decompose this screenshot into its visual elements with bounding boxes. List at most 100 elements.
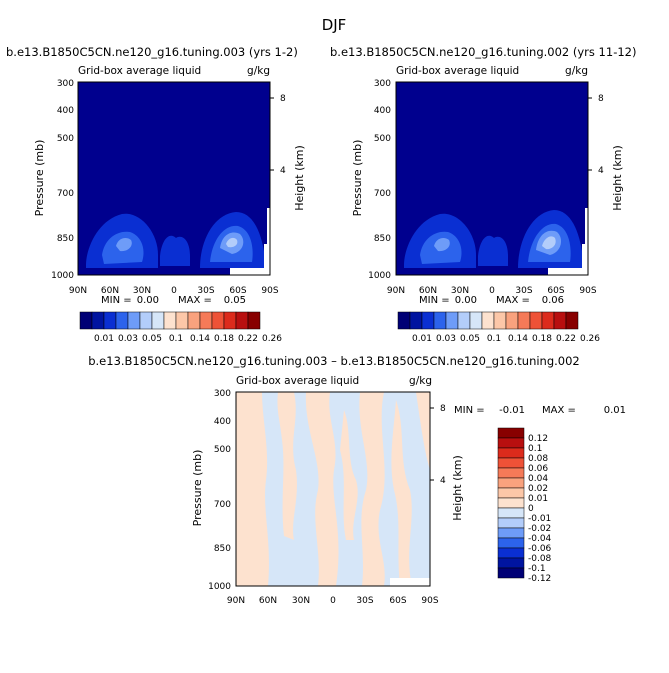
panel-3-colorbar-label-0: 0 [528, 504, 534, 514]
panel-1-colorbar-swatch-2 [91, 311, 105, 330]
panel-2: b.e13.B1850C5CN.ne120_g16.tuning.002 (yr… [330, 45, 636, 344]
panel-1-colorbar-label-0.1: 0.1 [169, 334, 183, 344]
panel-2-colorbar-swatch-12 [529, 311, 543, 330]
panel-2-xtick-0: 0 [489, 286, 495, 296]
panel-3-colorbar-swatch-3 [497, 447, 525, 459]
panel-1: b.e13.B1850C5CN.ne120_g16.tuning.003 (yr… [6, 45, 306, 344]
panel-2-colorbar-swatch-5 [445, 311, 459, 330]
panel-1-ytick-500: 500 [57, 134, 74, 144]
panel-1-ytick-400: 400 [57, 106, 74, 116]
panel-3-colorbar-swatch-2 [497, 437, 525, 449]
panel-1-max-label: MAX = [178, 295, 212, 306]
panel-2-min-value: 0.00 [455, 295, 477, 306]
panel-2-xtick-60s: 60S [547, 286, 564, 296]
panel-3-xtick-30s: 30S [356, 596, 373, 606]
panel-1-units: g/kg [247, 65, 270, 77]
panel-2-colorbar-label-0.1: 0.1 [487, 334, 501, 344]
panel-2-colorbar-label-0.22: 0.22 [556, 334, 576, 344]
panel-2-xtick-90s: 90S [579, 286, 596, 296]
panel-2-ylabel-right: Height (km) [611, 145, 624, 211]
panel-1-contour-level1-equator [160, 235, 190, 266]
panel-2-height-label-8: 8 [598, 94, 604, 104]
panel-1-ylabel: Pressure (mb) [33, 140, 46, 217]
panel-2-contour-level4-east [542, 236, 556, 250]
panel-3-colorbar-label-neg0.01: -0.01 [528, 514, 551, 524]
panel-1-colorbar-label-0.22: 0.22 [238, 334, 258, 344]
panel-3-min-label: MIN = [454, 405, 485, 416]
panel-2-colorbar-swatch-4 [433, 311, 447, 330]
panel-1-colorbar-swatch-10 [187, 311, 201, 330]
panel-3-units: g/kg [409, 375, 432, 387]
panel-3-colorbar-label-0.04: 0.04 [528, 474, 548, 484]
panel-3-ylabel: Pressure (mb) [191, 450, 204, 527]
panel-3-xtick-0: 0 [330, 596, 336, 606]
panel-2-ytick-850: 850 [374, 234, 391, 244]
panel-2-colorbar-swatch-9 [493, 311, 507, 330]
panel-1-colorbar-swatch-5 [127, 311, 141, 330]
panel-1-colorbar [79, 311, 261, 330]
panel-3-colorbar-swatch-14 [497, 557, 525, 569]
panel-3-max-value: 0.01 [604, 405, 626, 416]
panel-3-colorbar-swatch-5 [497, 467, 525, 479]
panel-1-colorbar-swatch-8 [163, 311, 177, 330]
panel-3: b.e13.B1850C5CN.ne120_g16.tuning.003 – b… [88, 354, 626, 606]
panel-2-colorbar-swatch-6 [457, 311, 471, 330]
panel-1-ytick-300: 300 [57, 79, 74, 89]
panel-1-max-value: 0.05 [224, 295, 246, 306]
panel-1-colorbar-label-0.14: 0.14 [190, 334, 210, 344]
panel-2-title: b.e13.B1850C5CN.ne120_g16.tuning.002 (yr… [330, 45, 636, 59]
panel-1-xtick-60n: 60N [101, 286, 119, 296]
panel-3-xtick-60n: 60N [259, 596, 277, 606]
panel-3-positive-region-2 [305, 392, 339, 586]
panel-3-colorbar-label-0.1: 0.1 [528, 444, 542, 454]
panel-3-colorbar-label-neg0.02: -0.02 [528, 524, 551, 534]
panel-1-colorbar-label-0.26: 0.26 [262, 334, 282, 344]
panel-3-colorbar-label-neg0.06: -0.06 [528, 544, 552, 554]
panel-1-xtick-0: 0 [171, 286, 177, 296]
panel-2-colorbar-label-0.05: 0.05 [460, 334, 480, 344]
panel-2-contour-level3-west [434, 238, 450, 252]
panel-3-positive-region-1 [277, 392, 297, 540]
panel-1-xtick-90s: 90S [261, 286, 278, 296]
panel-2-colorbar-swatch-2 [409, 311, 423, 330]
panel-3-positive-region-5 [391, 400, 412, 586]
panel-3-min-value: -0.01 [499, 405, 525, 416]
panel-2-ytick-300: 300 [374, 79, 391, 89]
panel-2-colorbar-swatch-7 [469, 311, 483, 330]
panel-2-colorbar-label-0.01: 0.01 [412, 334, 432, 344]
panel-1-min-value: 0.00 [137, 295, 159, 306]
panel-2-colorbar-swatch-13 [541, 311, 555, 330]
panel-1-colorbar-swatch-4 [115, 311, 129, 330]
panel-3-colorbar-label-0.12: 0.12 [528, 434, 548, 444]
panel-1-height-label-4: 4 [280, 166, 286, 176]
panel-3-ytick-300: 300 [214, 389, 231, 399]
panel-3-colorbar-swatch-4 [497, 457, 525, 469]
panel-1-ytick-1000: 1000 [51, 271, 74, 281]
panel-1-contour-level3-west [116, 238, 132, 252]
panel-2-colorbar-swatch-3 [421, 311, 435, 330]
panel-3-positive-region-west [236, 392, 269, 586]
panel-2-colorbar-swatch-8 [481, 311, 495, 330]
panel-2-height-label-4: 4 [598, 166, 604, 176]
panel-3-colorbar-label-0.08: 0.08 [528, 454, 548, 464]
panel-3-xtick-90s: 90S [421, 596, 438, 606]
panel-1-colorbar-swatch-3 [103, 311, 117, 330]
panel-3-max-label: MAX = [542, 405, 576, 416]
panel-2-xtick-30n: 30N [451, 286, 469, 296]
panel-3-colorbar-swatch-7 [497, 487, 525, 499]
panel-3-ytick-850: 850 [214, 544, 231, 554]
panel-1-xtick-30s: 30S [197, 286, 214, 296]
panel-3-colorbar-swatch-13 [497, 547, 525, 559]
panel-2-colorbar-label-0.26: 0.26 [580, 334, 600, 344]
season-title: DJF [322, 16, 347, 34]
panel-3-subtitle: Grid-box average liquid [236, 375, 359, 387]
panel-3-ytick-400: 400 [214, 417, 231, 427]
panel-1-colorbar-label-0.05: 0.05 [142, 334, 162, 344]
panel-3-missing-region [390, 578, 430, 586]
panel-1-colorbar-swatch-7 [151, 311, 165, 330]
panel-1-contour-level4-east [226, 237, 238, 248]
panel-3-xtick-60s: 60S [389, 596, 406, 606]
panel-1-ytick-850: 850 [57, 234, 74, 244]
panel-3-colorbar-label-neg0.04: -0.04 [528, 534, 552, 544]
panel-2-colorbar-swatch-15 [565, 311, 579, 330]
